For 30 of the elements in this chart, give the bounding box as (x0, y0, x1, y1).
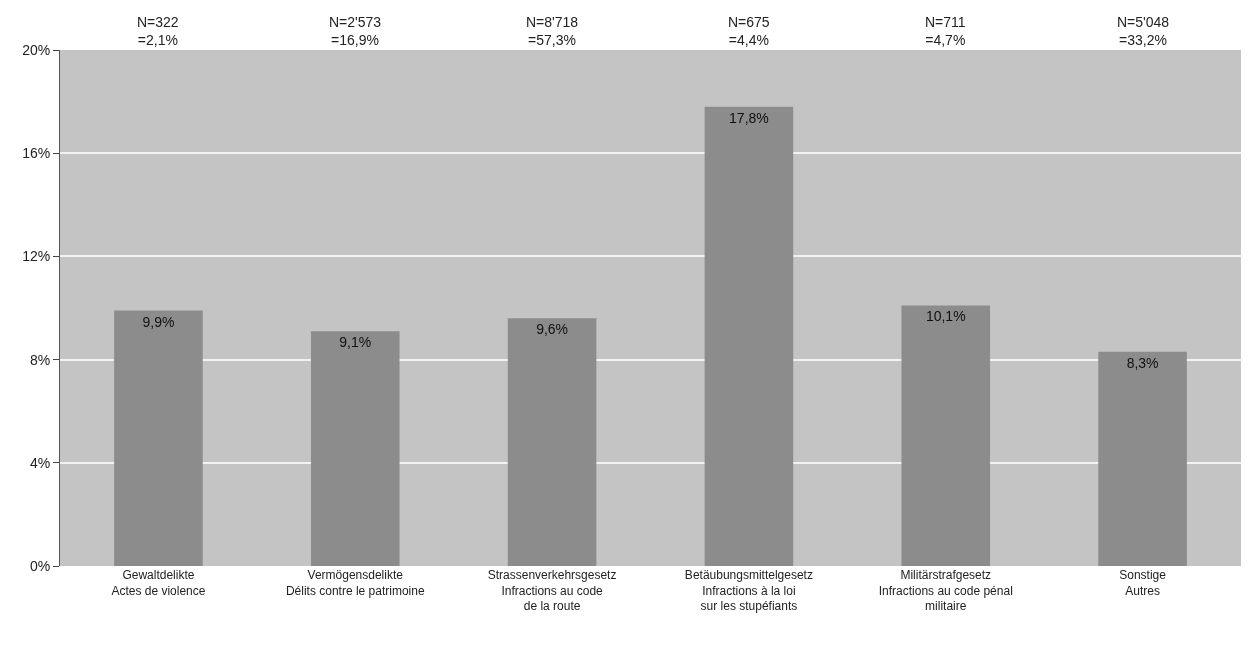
data-label: 8,3% (1126, 354, 1159, 371)
data-label: 10,1% (925, 308, 966, 325)
text: N=675 =4,4% (728, 14, 770, 49)
data-label: 9,9% (142, 313, 175, 330)
x-tick-label: Sonstige Autres (1119, 568, 1167, 598)
x-tick-label: Militärstrafgesetz Infractions au code pénal militaire (878, 568, 1013, 614)
x-tick-label: Gewaltdelikte Actes de violence (111, 568, 206, 598)
y-tick-label: 16% (22, 145, 51, 162)
y-tick-label: 4% (29, 454, 51, 471)
text: N=5'048 =33,2% (1117, 14, 1170, 49)
data-label: 17,8% (729, 109, 769, 126)
bar (114, 310, 203, 566)
y-tick-label: 8% (29, 351, 51, 368)
y-tick-label: 20% (22, 41, 51, 58)
data-label: 9,1% (339, 334, 372, 351)
bar (1098, 351, 1187, 566)
y-tick-label: 0% (29, 557, 51, 574)
bar (507, 318, 597, 566)
x-tick-label: Betäubungsmittelgesetz Infractions à la loi sur les stupéfiants (684, 568, 813, 614)
x-tick-label: Strassenverkehrsgesetz Infractions au code de la route (487, 568, 617, 614)
text: N=322 =2,1% (137, 14, 179, 49)
text: N=8'718 =57,3% (526, 14, 579, 49)
text: N=711 =4,7% (925, 14, 966, 49)
data-label: 9,6% (536, 321, 569, 338)
x-tick-label: Vermögensdelikte Délits contre le patrimoine (285, 568, 425, 598)
bar (704, 106, 794, 566)
text: N=2'573 =16,9% (329, 14, 382, 49)
bar (901, 305, 991, 566)
bar (310, 331, 400, 566)
y-tick-label: 12% (22, 248, 51, 265)
